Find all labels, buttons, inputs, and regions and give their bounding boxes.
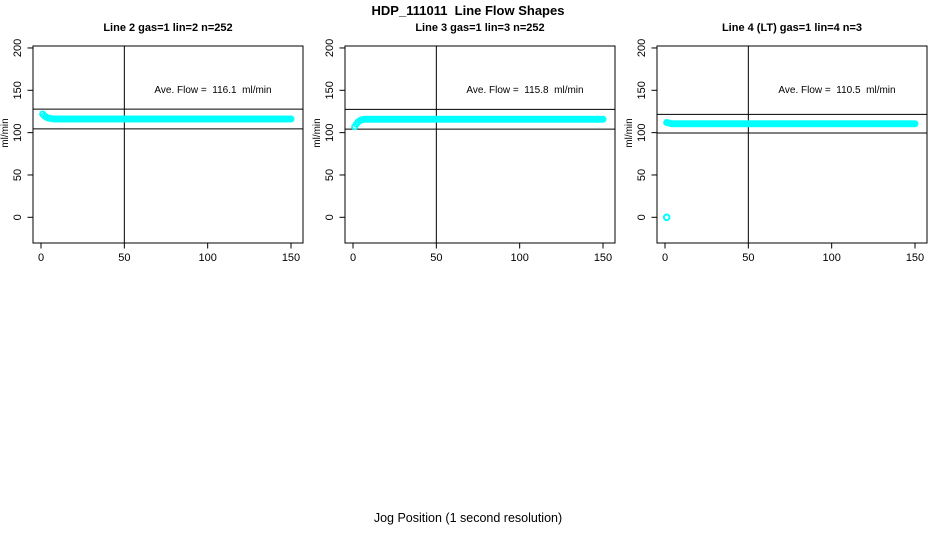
panel-3: 0 50 100 150 0 50 100 150 200	[636, 39, 928, 264]
y-tick-label: 50	[636, 169, 648, 181]
y-tick-label: 200	[636, 39, 648, 57]
y-tick-label: 200	[12, 39, 24, 57]
y-tick-label: 100	[636, 123, 648, 141]
x-tick-label: 100	[822, 252, 840, 264]
x-tick-label: 150	[282, 252, 300, 264]
x-tick-label: 0	[38, 252, 44, 264]
panel-2: 0 50 100 150 0 50 100 150 200	[324, 39, 616, 264]
y-tick-label: 50	[324, 169, 336, 181]
panel3-title: Line 4 (LT) gas=1 lin=4 n=3	[721, 22, 863, 34]
plot-box	[32, 45, 304, 244]
figure-title: HDP_111011 Line Flow Shapes	[371, 3, 565, 18]
outlier-point	[662, 213, 671, 222]
plot-box	[344, 45, 616, 244]
y-tick-label: 100	[324, 123, 336, 141]
panel-1: 0 50 100 150 0 50 100 150 200	[12, 39, 304, 264]
x-tick-label: 100	[198, 252, 216, 264]
x-tick-label: 50	[742, 252, 754, 264]
y-tick-label: 0	[12, 214, 24, 220]
y-tick-label: 0	[636, 214, 648, 220]
y-tick-label: 150	[324, 81, 336, 99]
data-point	[599, 115, 607, 123]
panel1-title: Line 2 gas=1 lin=2 n=252	[103, 22, 233, 34]
plot-box	[656, 45, 928, 244]
y-tick-label: 0	[324, 214, 336, 220]
y-tick-label: 200	[324, 39, 336, 57]
x-tick-label: 0	[662, 252, 668, 264]
panel2-title: Line 3 gas=1 lin=3 n=252	[415, 22, 545, 34]
x-tick-label: 100	[510, 252, 528, 264]
panel3-ave-flow-annotation: Ave. Flow = 110.5 ml/min	[778, 85, 896, 96]
data-point	[911, 120, 919, 128]
data-points	[662, 118, 919, 222]
y-tick-label: 100	[12, 123, 24, 141]
x-axis-label: Jog Position (1 second resolution)	[373, 511, 563, 525]
panel3-y-axis-label: ml/min	[624, 118, 635, 148]
x-tick-label: 50	[430, 252, 442, 264]
data-points	[39, 110, 295, 123]
panel1-y-axis-label: ml/min	[0, 118, 11, 148]
x-tick-label: 50	[118, 252, 130, 264]
y-tick-label: 150	[12, 81, 24, 99]
panel1-ave-flow-annotation: Ave. Flow = 116.1 ml/min	[154, 85, 272, 96]
y-tick-label: 150	[636, 81, 648, 99]
y-tick-label: 50	[12, 169, 24, 181]
panel2-y-axis-label: ml/min	[312, 118, 323, 148]
x-tick-label: 150	[906, 252, 924, 264]
x-tick-label: 150	[594, 252, 612, 264]
data-points	[351, 115, 607, 131]
x-tick-label: 0	[350, 252, 356, 264]
data-point	[287, 115, 295, 123]
panel2-ave-flow-annotation: Ave. Flow = 115.8 ml/min	[466, 85, 584, 96]
